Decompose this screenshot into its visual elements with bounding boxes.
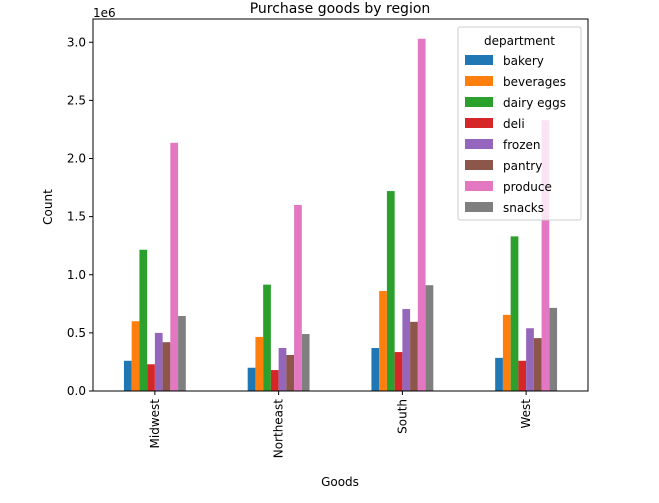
bar-dairy-eggs-northeast — [263, 284, 271, 391]
bar-beverages-west — [502, 314, 511, 391]
legend-label-snacks: snacks — [503, 201, 544, 215]
bar-deli-midwest — [147, 364, 155, 391]
bar-bakery-midwest — [123, 360, 132, 391]
bar-pantry-west — [533, 338, 542, 391]
bar-pantry-northeast — [286, 354, 295, 391]
plot-frame — [92, 18, 589, 392]
legend-swatch-snacks — [465, 202, 493, 212]
bar-produce-northeast — [294, 205, 302, 391]
bar-bakery-west — [495, 357, 503, 391]
axes-layer: Midwest Northeast South West 0.0 0.5 1.0 1.5 2.0… — [67, 18, 589, 459]
bar-frozen-northeast — [278, 347, 287, 391]
x-axis-label: Goods — [321, 475, 359, 489]
bar-bakery-northeast — [247, 367, 256, 391]
legend-label-produce: produce — [503, 180, 552, 194]
legend-swatch-pantry — [465, 160, 493, 170]
bar-dairy-eggs-west — [510, 236, 519, 391]
bar-frozen-west — [526, 328, 534, 391]
y-tick-label: 3.0 — [67, 35, 86, 49]
legend-label-frozen: frozen — [503, 138, 541, 152]
y-tick-label: 1.5 — [67, 210, 86, 224]
bar-snacks-south — [425, 285, 434, 391]
legend-label-pantry: pantry — [503, 159, 542, 173]
y-axis-label: Count — [41, 189, 55, 225]
x-tick-label: West — [519, 399, 533, 429]
legend-label-deli: deli — [503, 117, 525, 131]
bar-produce-midwest — [170, 142, 179, 391]
y-tick-label: 0.0 — [67, 384, 86, 398]
legend-swatch-beverages — [465, 76, 493, 86]
bar-frozen-midwest — [154, 332, 163, 392]
bar-dairy-eggs-midwest — [139, 249, 148, 391]
x-tick-label: Northeast — [272, 399, 286, 459]
chart-title: Purchase goods by region — [250, 1, 431, 17]
x-tick-label: Midwest — [148, 399, 162, 449]
bar-deli-west — [518, 360, 527, 391]
bars-layer — [123, 38, 558, 392]
legend: department bakery beverages dairy eggs deli… — [457, 26, 582, 221]
bar-snacks-northeast — [301, 334, 310, 391]
legend-title: department — [484, 34, 555, 48]
bar-deli-northeast — [270, 370, 279, 391]
legend-label-dairy-eggs: dairy eggs — [503, 96, 566, 110]
bar-deli-south — [394, 352, 403, 391]
bar-produce-west — [541, 120, 550, 391]
y-tick-label: 2.5 — [67, 93, 86, 107]
y-tick-label: 0.5 — [67, 326, 86, 340]
bar-beverages-midwest — [131, 321, 140, 391]
legend-swatch-dairy-eggs — [465, 97, 493, 107]
bar-produce-south — [417, 38, 426, 391]
bar-pantry-midwest — [162, 342, 171, 391]
legend-swatch-frozen — [465, 139, 493, 149]
bar-beverages-south — [379, 291, 387, 391]
x-tick-label: South — [395, 399, 409, 434]
legend-label-bakery: bakery — [503, 54, 544, 68]
y-tick-label: 1.0 — [67, 268, 86, 282]
legend-swatch-produce — [465, 181, 493, 191]
bar-snacks-west — [549, 307, 558, 391]
y-scale-label: 1e6 — [93, 6, 116, 20]
bar-dairy-eggs-south — [386, 191, 395, 391]
bar-beverages-northeast — [255, 336, 264, 391]
bar-snacks-midwest — [178, 316, 186, 391]
bar-pantry-south — [410, 321, 418, 391]
legend-label-beverages: beverages — [503, 75, 566, 89]
legend-swatch-bakery — [465, 55, 493, 65]
y-tick-label: 2.0 — [67, 152, 86, 166]
legend-swatch-deli — [465, 118, 493, 128]
legend-frame — [457, 26, 582, 221]
legend-items: bakery beverages dairy eggs deli frozen pantr… — [465, 54, 566, 215]
bar-bakery-south — [371, 347, 380, 391]
bar-frozen-south — [402, 309, 411, 391]
